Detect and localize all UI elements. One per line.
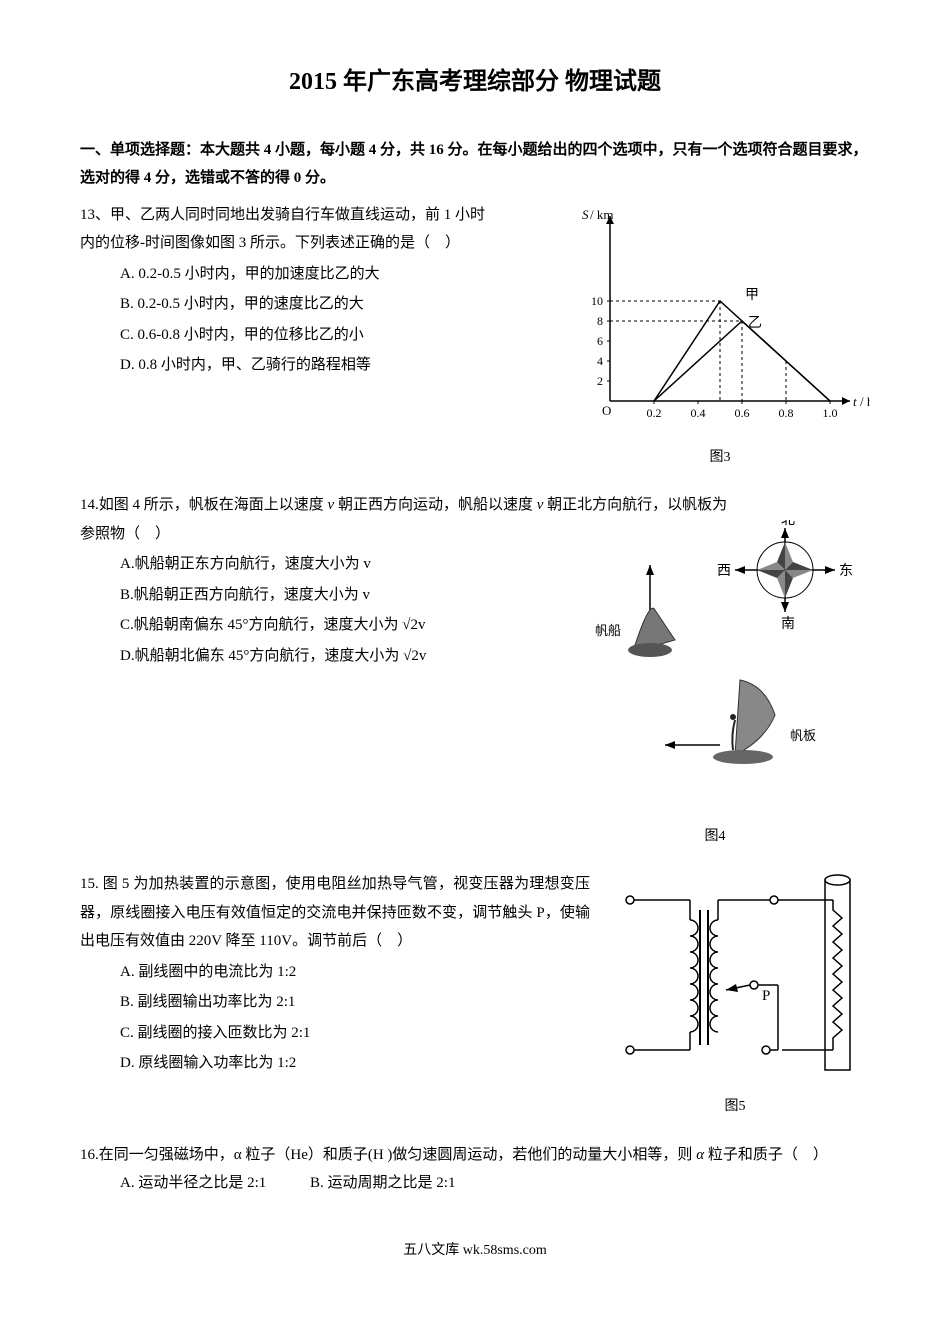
q13-option-d: D. 0.8 小时内，甲、乙骑行的路程相等 bbox=[120, 351, 560, 380]
q13-caption: 图3 bbox=[570, 445, 870, 472]
svg-text:1.0: 1.0 bbox=[823, 406, 838, 420]
q15-option-a: A. 副线圈中的电流比为 1:2 bbox=[120, 958, 590, 987]
svg-text:8: 8 bbox=[597, 314, 603, 328]
svg-text:0.8: 0.8 bbox=[779, 406, 794, 420]
q14-option-b: B.帆船朝正西方向航行，速度大小为 v bbox=[120, 581, 550, 610]
q16-stem-post: 粒子和质子（ ） bbox=[704, 1147, 828, 1163]
svg-text:4: 4 bbox=[597, 354, 603, 368]
svg-text:/ km: / km bbox=[590, 207, 613, 222]
svg-text:/ h: / h bbox=[860, 394, 870, 409]
question-16: 16.在同一匀强磁场中，α 粒子（He）和质子(H )做匀速圆周运动，若他们的动… bbox=[80, 1141, 870, 1198]
q14-figure: 北 南 东 西 帆船 bbox=[560, 520, 870, 820]
svg-text:t: t bbox=[853, 394, 857, 409]
svg-text:南: 南 bbox=[781, 616, 795, 632]
page-title: 2015 年广东高考理综部分 物理试题 bbox=[80, 60, 870, 106]
q16-option-a: A. 运动半径之比是 2:1 bbox=[120, 1169, 266, 1198]
question-15: 15. 图 5 为加热装置的示意图，使用电阻丝加热导气管，视变压器为理想变压器，… bbox=[80, 870, 870, 1121]
q14-option-a: A.帆船朝正东方向航行，速度大小为 v bbox=[120, 550, 550, 579]
q16-alpha: α bbox=[696, 1147, 704, 1163]
svg-text:S: S bbox=[582, 207, 589, 222]
svg-text:6: 6 bbox=[597, 334, 603, 348]
q15-stem: 15. 图 5 为加热装置的示意图，使用电阻丝加热导气管，视变压器为理想变压器，… bbox=[80, 870, 590, 956]
q15-option-d: D. 原线圈输入功率比为 1:2 bbox=[120, 1049, 590, 1078]
svg-text:帆板: 帆板 bbox=[790, 728, 816, 743]
label-yi: 乙 bbox=[748, 315, 762, 331]
q16-option-b: B. 运动周期之比是 2:1 bbox=[310, 1169, 455, 1198]
q14-stem-post: 朝正北方向航行，以帆板为 bbox=[543, 497, 727, 513]
q14-stem-mid: 朝正西方向运动，帆船以速度 bbox=[334, 497, 537, 513]
q13-stem-2: 内的位移-时间图像如图 3 所示。下列表述正确的是（ ） bbox=[80, 229, 560, 258]
question-13: 13、甲、乙两人同时同地出发骑自行车做直线运动，前 1 小时 内的位移-时间图像… bbox=[80, 201, 870, 472]
q16-stem-pre: 16.在同一匀强磁场中，α 粒子（He）和质子(H )做匀速圆周运动，若他们的动… bbox=[80, 1147, 696, 1163]
q13-option-b: B. 0.2-0.5 小时内，甲的速度比乙的大 bbox=[120, 290, 560, 319]
q13-stem-1: 13、甲、乙两人同时同地出发骑自行车做直线运动，前 1 小时 bbox=[80, 201, 560, 230]
svg-text:2: 2 bbox=[597, 374, 603, 388]
q13-option-c: C. 0.6-0.8 小时内，甲的位移比乙的小 bbox=[120, 321, 560, 350]
q13-option-a: A. 0.2-0.5 小时内，甲的加速度比乙的大 bbox=[120, 260, 560, 289]
q14-option-d: D.帆船朝北偏东 45°方向航行，速度大小为 √2v bbox=[120, 642, 550, 671]
q14-caption: 图4 bbox=[560, 824, 870, 851]
footer: 五八文库 wk.58sms.com bbox=[80, 1238, 870, 1265]
q13-chart: S / km t / h O 2 4 6 8 10 0.2 0.4 0.6 0.… bbox=[570, 201, 870, 441]
origin-label: O bbox=[602, 403, 611, 418]
svg-text:0.4: 0.4 bbox=[691, 406, 706, 420]
q14-stem-2: 参照物（ ） bbox=[80, 520, 550, 549]
q15-option-b: B. 副线圈输出功率比为 2:1 bbox=[120, 988, 590, 1017]
q15-caption: 图5 bbox=[600, 1094, 870, 1121]
p-label: P bbox=[762, 988, 770, 1004]
q15-option-c: C. 副线圈的接入匝数比为 2:1 bbox=[120, 1019, 590, 1048]
svg-text:西: 西 bbox=[717, 564, 731, 579]
svg-text:10: 10 bbox=[591, 294, 603, 308]
q14-option-c: C.帆船朝南偏东 45°方向航行，速度大小为 √2v bbox=[120, 611, 550, 640]
q14-stem-pre: 14.如图 4 所示，帆板在海面上以速度 bbox=[80, 497, 328, 513]
svg-text:东: 东 bbox=[839, 563, 853, 579]
svg-text:北: 北 bbox=[781, 520, 795, 528]
label-jia: 甲 bbox=[745, 288, 759, 303]
q15-figure: P bbox=[600, 870, 870, 1090]
section-header: 一、单项选择题：本大题共 4 小题，每小题 4 分，共 16 分。在每小题给出的… bbox=[80, 136, 870, 193]
svg-text:0.6: 0.6 bbox=[735, 406, 750, 420]
question-14: 14.如图 4 所示，帆板在海面上以速度 v 朝正西方向运动，帆船以速度 v 朝… bbox=[80, 491, 870, 850]
svg-text:0.2: 0.2 bbox=[647, 406, 662, 420]
svg-text:帆船: 帆船 bbox=[595, 623, 621, 638]
